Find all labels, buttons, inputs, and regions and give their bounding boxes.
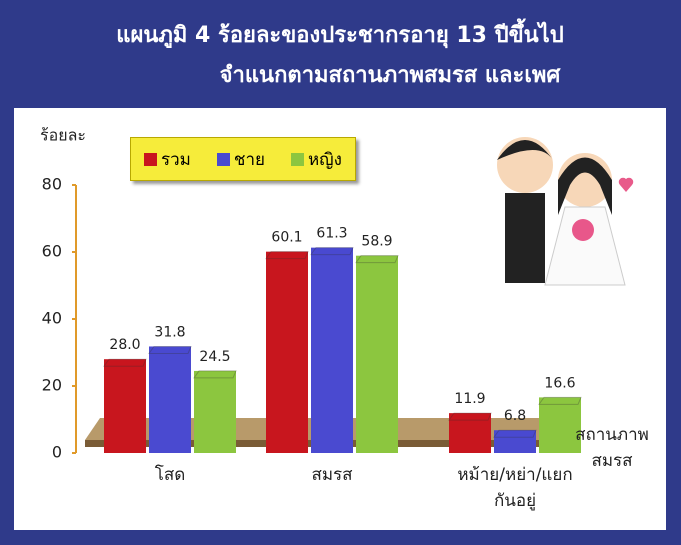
legend-swatch (291, 153, 304, 166)
y-tick-label: 80 (42, 175, 62, 194)
bar-top (539, 397, 581, 404)
bar (356, 256, 398, 453)
y-tick-label: 60 (42, 242, 62, 261)
bar-top (449, 413, 491, 420)
value-label: 61.3 (316, 226, 347, 242)
x-tick-label: โสด (110, 462, 230, 488)
y-tick-label: 0 (52, 443, 62, 462)
bar-top (104, 359, 146, 366)
bar-top (494, 430, 536, 437)
value-label: 6.8 (504, 408, 526, 424)
y-axis-title: ร้อยละ (40, 126, 86, 145)
x-tick-label: หม้าย/หย่า/แยกกันอยู่ (455, 462, 575, 514)
legend: รวม ชาย หญิง (130, 137, 356, 181)
bar-top (194, 371, 236, 378)
legend-swatch (217, 153, 230, 166)
chart-title: แผนภูมิ 4 ร้อยละของประชากรอายุ 13 ปีขึ้น… (116, 18, 563, 49)
bar (266, 252, 308, 453)
value-label: 24.5 (199, 349, 230, 365)
value-label: 16.6 (544, 375, 575, 391)
y-tick-label: 20 (42, 376, 62, 395)
bar (194, 371, 236, 453)
legend-item: หญิง (291, 146, 342, 173)
legend-item: รวม (144, 146, 191, 173)
bar-top (149, 346, 191, 353)
bar-top (356, 256, 398, 263)
value-label: 11.9 (454, 391, 485, 407)
legend-label: หญิง (308, 146, 342, 173)
value-label: 28.0 (109, 337, 140, 353)
value-label: 60.1 (271, 230, 302, 246)
bar (104, 359, 146, 453)
legend-swatch (144, 153, 157, 166)
legend-label: ชาย (234, 146, 265, 173)
bar (149, 346, 191, 453)
value-label: 31.8 (154, 324, 185, 340)
chart-subtitle: จำแนกตามสถานภาพสมรส และเพศ (220, 63, 562, 88)
bar (311, 248, 353, 453)
value-label: 58.9 (361, 234, 392, 250)
legend-label: รวม (161, 146, 191, 173)
x-axis-title: สถานภาพสมรส (572, 422, 652, 474)
bar-top (311, 248, 353, 255)
x-tick-label: สมรส (272, 462, 392, 488)
y-tick-label: 40 (42, 309, 62, 328)
page: แผนภูมิ 4 ร้อยละของประชากรอายุ 13 ปีขึ้น… (0, 0, 681, 545)
legend-item: ชาย (217, 146, 265, 173)
bar-top (266, 252, 308, 259)
